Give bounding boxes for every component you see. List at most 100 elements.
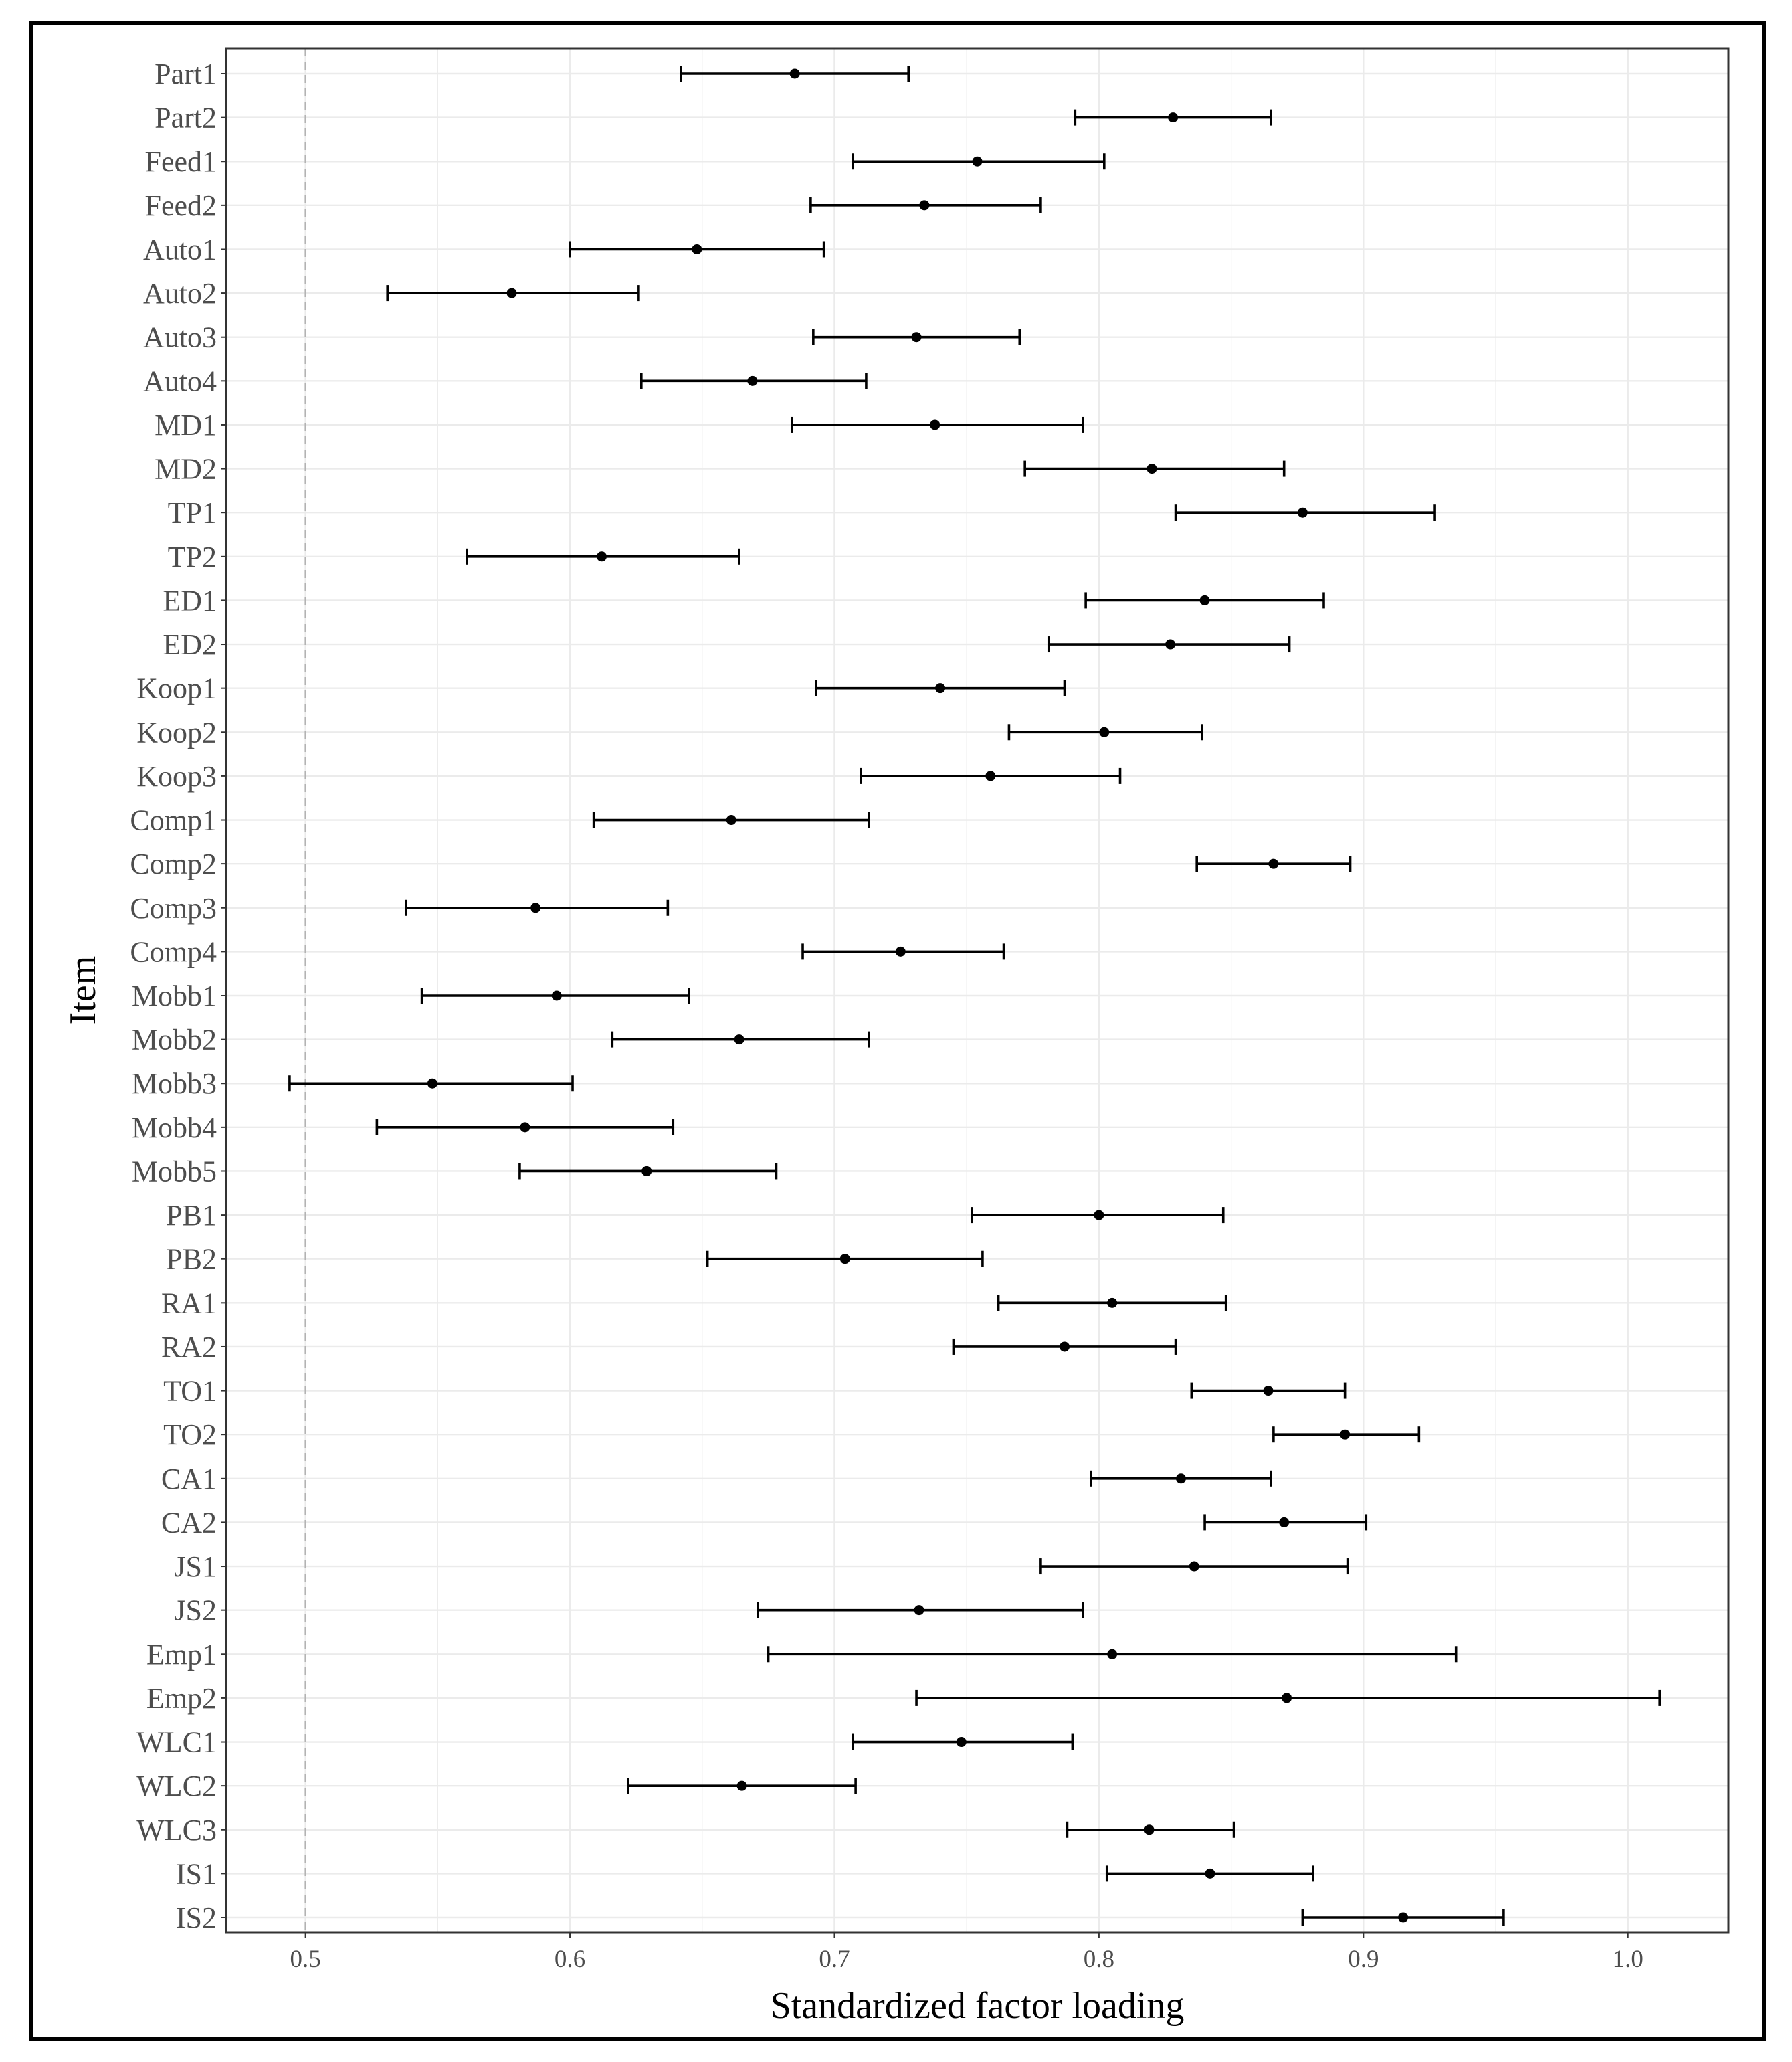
item-ra2 (952, 1338, 1177, 1355)
x-tick-label: 0.5 (290, 1946, 321, 1973)
y-tick-label: RA1 (161, 1287, 217, 1319)
item-mobb1 (420, 988, 690, 1004)
y-tick-label: Mobb1 (132, 979, 217, 1012)
estimate-point (1205, 1868, 1215, 1879)
y-tick-label: IS1 (176, 1857, 217, 1890)
y-tick-label: Mobb4 (132, 1111, 217, 1144)
item-wlc2 (627, 1778, 857, 1794)
estimate-point (1107, 1649, 1118, 1659)
item-feed2 (809, 197, 1042, 213)
x-tick-label: 0.9 (1348, 1946, 1379, 1973)
estimate-point (551, 990, 562, 1001)
item-auto1 (569, 241, 825, 258)
y-tick-labels: Part1 Part2 Feed1 Feed2 Auto1 Auto2 Auto3 Auto4… (130, 58, 226, 1934)
y-tick-label: Emp2 (146, 1682, 217, 1715)
item-koop3 (860, 767, 1122, 784)
estimate-point (956, 1737, 967, 1748)
item-auto3 (812, 329, 1021, 345)
estimate-point (911, 332, 922, 343)
y-tick-label: Mobb5 (132, 1155, 217, 1188)
item-js2 (756, 1602, 1084, 1618)
y-tick-label: Mobb3 (132, 1067, 217, 1100)
marks-layer (288, 66, 1661, 1926)
estimate-point (1165, 639, 1176, 650)
estimate-point (692, 244, 702, 254)
y-tick-label: Comp1 (130, 804, 217, 837)
estimate-point (985, 771, 996, 781)
y-tick-label: Comp2 (130, 848, 217, 880)
y-tick-label: Auto1 (143, 233, 217, 266)
estimate-point (726, 815, 736, 826)
y-tick-label: Part1 (155, 58, 217, 90)
y-tick-label: MD1 (155, 409, 217, 442)
estimate-point (1099, 727, 1110, 737)
estimate-point (1107, 1297, 1118, 1308)
item-is2 (1301, 1909, 1505, 1926)
item-md1 (791, 416, 1084, 433)
estimate-point (747, 375, 758, 386)
estimate-point (919, 200, 930, 211)
y-tick-label: ED2 (163, 628, 217, 661)
y-tick-label: Comp4 (130, 935, 217, 968)
item-feed1 (852, 153, 1106, 170)
item-to1 (1190, 1382, 1347, 1399)
item-emp2 (915, 1689, 1661, 1706)
estimate-point (427, 1078, 437, 1089)
y-tick-label: Auto2 (143, 277, 217, 310)
item-md2 (1023, 460, 1286, 477)
estimate-point (1144, 1824, 1155, 1835)
y-tick-label: RA2 (161, 1331, 217, 1364)
y-tick-label: PB2 (166, 1243, 217, 1276)
estimate-point (1199, 595, 1210, 605)
estimate-point (1282, 1693, 1292, 1703)
estimate-point (914, 1605, 924, 1616)
item-tp1 (1174, 504, 1436, 521)
panel-border (225, 47, 1730, 1934)
estimate-point (1279, 1517, 1290, 1527)
y-tick-label: CA2 (161, 1506, 217, 1539)
y-tick-label: Emp1 (146, 1638, 217, 1671)
y-tick-label: CA1 (161, 1463, 217, 1495)
forest-plot: Part1 Part2 Feed1 Feed2 Auto1 Auto2 Auto3 Auto4… (62, 47, 1730, 2027)
y-tick-label: IS2 (176, 1901, 217, 1934)
y-tick-label: WLC3 (136, 1814, 217, 1847)
item-ra1 (997, 1295, 1227, 1311)
estimate-point (1189, 1561, 1199, 1572)
estimate-point (1268, 858, 1279, 869)
estimate-point (1147, 464, 1157, 474)
item-ed1 (1084, 592, 1325, 609)
estimate-point (1175, 1473, 1186, 1484)
item-ed2 (1047, 636, 1291, 653)
estimate-point (1398, 1912, 1409, 1923)
y-tick-label: PB1 (166, 1199, 217, 1232)
y-tick-label: WLC2 (136, 1770, 217, 1802)
x-tick-label: 1.0 (1613, 1946, 1644, 1973)
item-tp2 (466, 548, 740, 565)
estimate-point (1340, 1429, 1351, 1440)
item-auto2 (386, 285, 640, 302)
estimate-point (1094, 1210, 1104, 1220)
item-ca1 (1090, 1470, 1272, 1487)
y-tick-label: MD2 (155, 453, 217, 486)
estimate-point (520, 1122, 530, 1133)
x-axis-title: Standardized factor loading (771, 1985, 1185, 2027)
estimate-point (789, 68, 800, 79)
x-tick-label: 0.8 (1084, 1946, 1114, 1973)
y-tick-label: Auto4 (143, 365, 217, 397)
estimate-point (935, 683, 946, 694)
estimate-point (1263, 1386, 1274, 1396)
y-tick-label: Auto3 (143, 321, 217, 354)
estimate-point (972, 156, 983, 167)
estimate-point (1059, 1341, 1070, 1352)
x-tick-labels: 0.5 0.6 0.7 0.8 0.9 1.0 (290, 1932, 1644, 1973)
item-js1 (1039, 1558, 1349, 1575)
item-mobb2 (611, 1031, 870, 1048)
item-koop1 (814, 680, 1066, 696)
estimate-point (895, 946, 906, 957)
item-to2 (1272, 1426, 1421, 1443)
estimate-point (736, 1780, 747, 1791)
y-tick-label: TP1 (168, 496, 217, 529)
y-tick-label: TO1 (163, 1375, 217, 1408)
figure-frame: Part1 Part2 Feed1 Feed2 Auto1 Auto2 Auto3 Auto4… (29, 21, 1766, 2041)
x-tick-label: 0.7 (819, 1946, 850, 1973)
